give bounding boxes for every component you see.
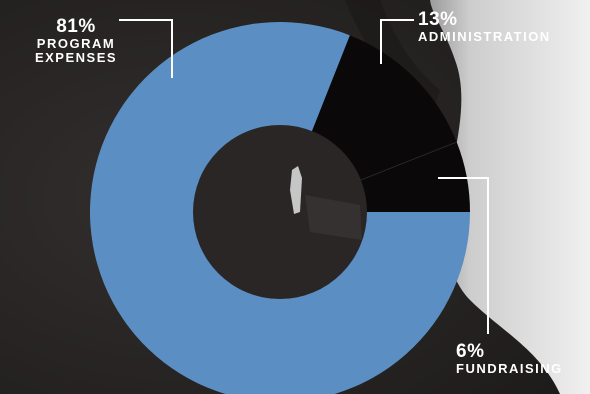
category-label-administration: ADMINISTRATION (418, 28, 551, 44)
leader-fundraising (438, 177, 489, 334)
label-program-expenses: 81% PROGRAM EXPENSES (20, 17, 132, 64)
hole-photo-detail (290, 166, 362, 240)
value-label-fundraising: 6% (456, 341, 485, 362)
value-label-program-expenses: 81% (56, 16, 96, 37)
leader-lines (119, 19, 489, 334)
category-label-program-expenses: PROGRAM EXPENSES (34, 35, 118, 65)
leader-program-expenses (119, 19, 173, 78)
leader-administration (380, 19, 414, 64)
label-fundraising: 6% FUNDRAISING (456, 342, 563, 376)
value-label-administration: 13% (418, 9, 458, 30)
donut-hole (193, 125, 367, 299)
label-administration: 13% ADMINISTRATION (418, 10, 551, 44)
category-label-fundraising: FUNDRAISING (456, 360, 563, 376)
